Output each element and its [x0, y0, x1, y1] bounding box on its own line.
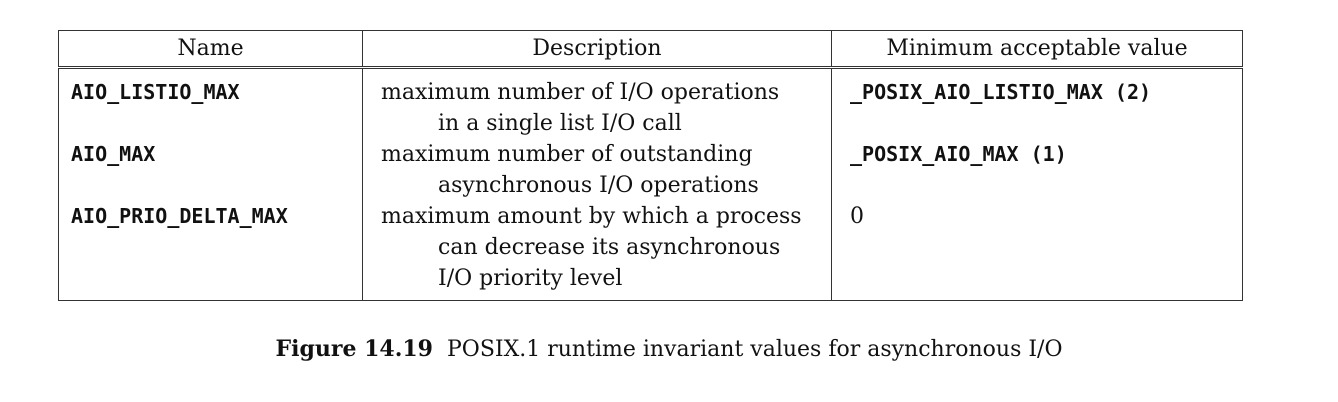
figure-caption-text: POSIX.1 runtime invariant values for asy…: [447, 337, 1063, 362]
table-row: AIO_LISTIO_MAX maximum number of I/O ope…: [58, 67, 1243, 139]
limits-table-container: Name Description Minimum acceptable valu…: [58, 30, 1243, 301]
aio-limits-table: Name Description Minimum acceptable valu…: [58, 30, 1243, 301]
header-minimum-value: Minimum acceptable value: [831, 30, 1243, 68]
description-line: maximum amount by which a process: [381, 204, 802, 229]
row-minimum-value-text: 0: [850, 204, 864, 229]
figure-caption: Figure 14.19 POSIX.1 runtime invariant va…: [0, 336, 1338, 362]
row-minimum-value: 0: [831, 201, 1243, 301]
row-minimum-value: _POSIX_AIO_LISTIO_MAX (2): [831, 67, 1243, 139]
description-line: in a single list I/O call: [438, 111, 682, 136]
row-description: maximum amount by which a process can de…: [362, 201, 832, 301]
description-line: can decrease its asynchronous: [438, 235, 781, 260]
row-minimum-value: _POSIX_AIO_MAX (1): [831, 139, 1243, 201]
table-row: AIO_PRIO_DELTA_MAX maximum amount by whi…: [58, 201, 1243, 301]
row-name: AIO_PRIO_DELTA_MAX: [58, 201, 363, 301]
description-line: I/O priority level: [438, 266, 623, 291]
table-header-row: Name Description Minimum acceptable valu…: [58, 30, 1243, 68]
header-name: Name: [58, 30, 363, 68]
row-description: maximum number of outstanding asynchrono…: [362, 139, 832, 201]
table-row: AIO_MAX maximum number of outstanding as…: [58, 139, 1243, 201]
description-line: asynchronous I/O operations: [438, 173, 759, 198]
description-line: maximum number of I/O operations: [381, 80, 780, 105]
header-description: Description: [362, 30, 832, 68]
description-line: maximum number of outstanding: [381, 142, 753, 167]
figure-label: Figure 14.19: [275, 336, 434, 362]
row-description: maximum number of I/O operations in a si…: [362, 67, 832, 139]
row-name: AIO_MAX: [58, 139, 363, 201]
row-name: AIO_LISTIO_MAX: [58, 67, 363, 139]
